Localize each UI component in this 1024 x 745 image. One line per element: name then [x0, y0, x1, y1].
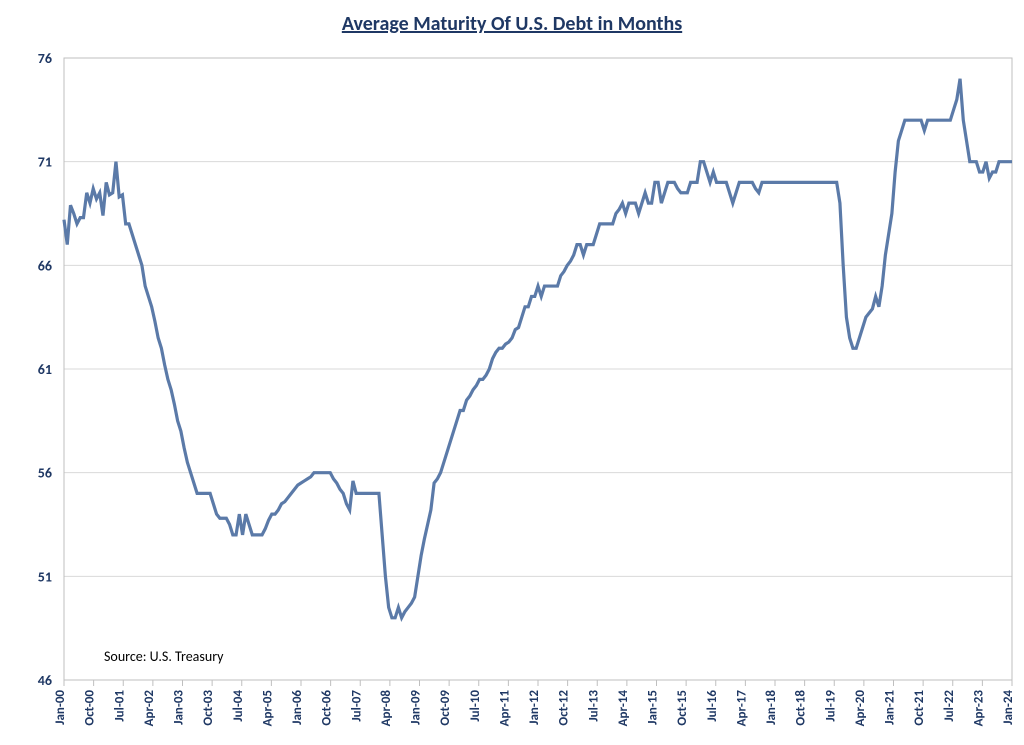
x-tick-label-group: Oct-03: [201, 690, 216, 726]
x-tick-label-group: Oct-12: [557, 690, 572, 726]
y-tick-label: 61: [38, 361, 52, 378]
x-tick-label-group: Jan-24: [1001, 690, 1016, 725]
x-tick-label-group: Oct-18: [794, 690, 809, 726]
x-tick-label: Oct-21: [912, 690, 927, 726]
chart-source-note: Source: U.S. Treasury: [104, 648, 224, 665]
chart-container: Average Maturity Of U.S. Debt in Months …: [0, 0, 1024, 745]
line-chart: 46 51 56 61 66 71 76 Jan-00 Oct-00 Jul-01 Apr-02 Ja…: [0, 0, 1024, 745]
x-tick-label-group: Oct-09: [438, 690, 453, 726]
x-tick-label-group: Apr-02: [142, 690, 157, 727]
x-tick-label-group: Apr-17: [734, 690, 749, 727]
y-tick-label: 71: [38, 154, 52, 171]
x-tick-label: Jul-13: [586, 690, 601, 722]
x-tick-label-group: Oct-06: [320, 690, 335, 726]
x-tick-label: Jul-22: [942, 690, 957, 722]
x-tick-label-group: Jul-01: [112, 690, 127, 722]
x-tick-label-group: Jul-10: [468, 690, 483, 722]
x-tick-label-group: Oct-00: [83, 690, 98, 726]
x-tick-label-group: Jan-06: [290, 690, 305, 725]
x-tick-label: Apr-02: [142, 690, 157, 727]
x-tick-label-group: Apr-05: [260, 690, 275, 726]
x-tick-label: Apr-05: [260, 690, 275, 726]
x-tick-label: Oct-09: [438, 690, 453, 726]
x-tick-label-group: Apr-08: [379, 690, 394, 727]
y-tick-label: 51: [38, 568, 52, 585]
x-tick-label-group: Oct-21: [912, 690, 927, 726]
x-tick-label-group: Apr-23: [971, 690, 986, 727]
x-tick-label-group: Apr-11: [497, 690, 512, 727]
x-tick-label-group: Jul-13: [586, 690, 601, 722]
y-tick-label: 46: [38, 672, 52, 689]
x-tick-label: Jan-15: [646, 690, 661, 725]
x-tick-label: Jul-01: [112, 690, 127, 722]
x-tick-label: Oct-00: [83, 690, 98, 726]
data-line: [64, 79, 1012, 618]
x-tick-label: Jul-19: [823, 690, 838, 722]
x-tick-label: Jan-06: [290, 690, 305, 725]
x-tick-label: Jul-07: [349, 690, 364, 722]
x-tick-label: Jan-03: [172, 690, 187, 725]
x-tick-label: Apr-14: [616, 690, 631, 727]
x-tick-label-group: Jan-15: [646, 690, 661, 725]
x-tick-label-group: Apr-20: [853, 690, 868, 727]
x-tick-label: Oct-12: [557, 690, 572, 726]
x-tick-label: Apr-20: [853, 690, 868, 727]
x-tick-label-group: Oct-15: [675, 690, 690, 726]
x-tick-label-group: Jan-21: [883, 690, 898, 725]
y-tick-label: 56: [38, 465, 52, 482]
y-tick-label: 66: [38, 257, 52, 274]
x-tick-label: Oct-18: [794, 690, 809, 726]
x-tick-label: Apr-17: [734, 690, 749, 727]
x-tick-label-group: Apr-14: [616, 690, 631, 727]
x-tick-label: Jan-09: [409, 690, 424, 725]
x-tick-label: Oct-06: [320, 690, 335, 726]
x-tick-label: Jan-21: [883, 690, 898, 725]
x-tick-label: Jan-00: [53, 690, 68, 725]
y-tick-label: 76: [38, 50, 52, 67]
x-tick-label-group: Jan-12: [527, 690, 542, 725]
x-tick-label-group: Jul-04: [231, 690, 246, 722]
x-tick-label-group: Jul-16: [705, 690, 720, 722]
x-tick-label: Jul-16: [705, 690, 720, 722]
x-tick-label-group: Jan-18: [764, 690, 779, 725]
x-tick-label: Apr-23: [971, 690, 986, 727]
x-tick-label: Apr-08: [379, 690, 394, 727]
x-tick-label-group: Jul-19: [823, 690, 838, 722]
x-tick-label-group: Jan-03: [172, 690, 187, 725]
x-tick-label: Oct-03: [201, 690, 216, 726]
x-tick-label: Jan-12: [527, 690, 542, 725]
x-tick-label: Jul-04: [231, 690, 246, 722]
x-tick-label: Jan-18: [764, 690, 779, 725]
x-tick-label-group: Jul-22: [942, 690, 957, 722]
x-tick-label-group: Jul-07: [349, 690, 364, 722]
x-tick-label-group: Jan-09: [409, 690, 424, 725]
x-tick-label-group: Jan-00: [53, 690, 68, 725]
x-tick-label: Apr-11: [497, 690, 512, 727]
x-tick-label: Oct-15: [675, 690, 690, 726]
chart-title: Average Maturity Of U.S. Debt in Months: [0, 12, 1024, 36]
x-tick-label: Jan-24: [1001, 690, 1016, 725]
x-tick-label: Jul-10: [468, 690, 483, 722]
